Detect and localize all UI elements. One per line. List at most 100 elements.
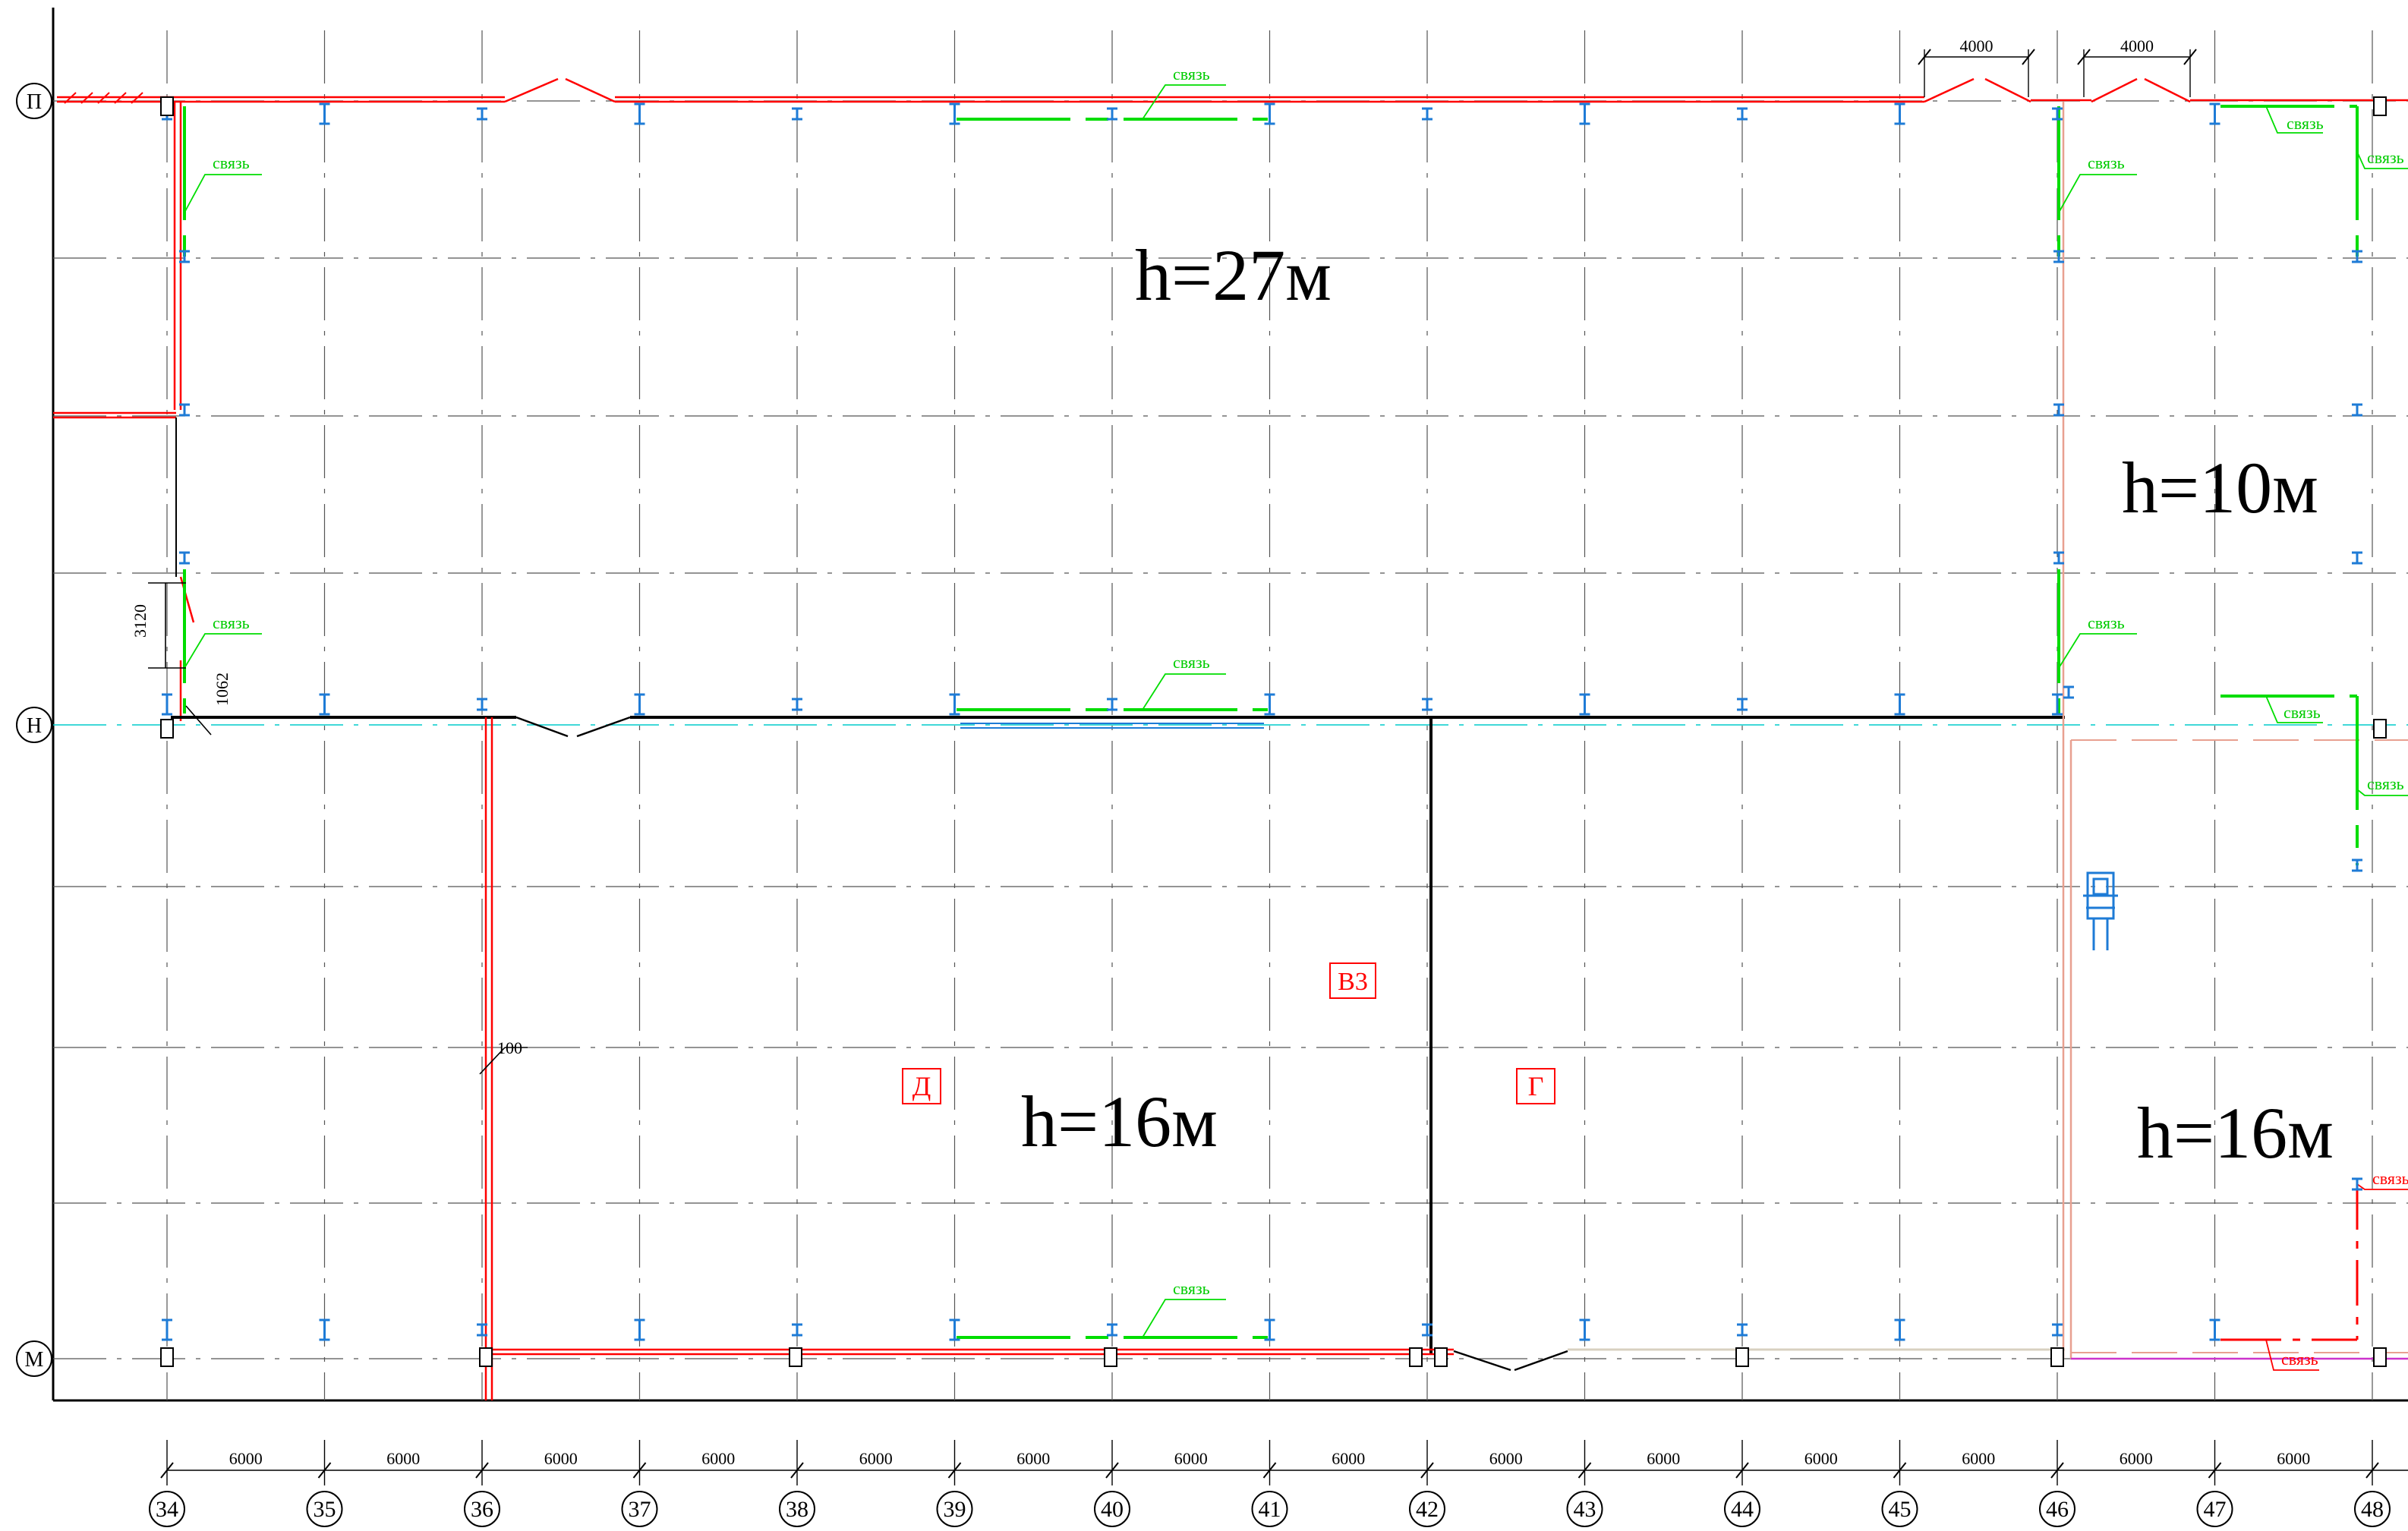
bracing-callout: связь <box>2088 613 2125 632</box>
wall-hatch <box>131 92 143 104</box>
zone-tags: Д В3 Г <box>902 962 1555 1104</box>
axis-label-46: 46 <box>2046 1497 2069 1522</box>
column-base <box>160 96 174 116</box>
axis-label-44: 44 <box>1731 1497 1754 1522</box>
wall-hatch <box>114 92 127 104</box>
bay-dimension-label: 6000 <box>859 1449 893 1468</box>
door-swing <box>515 716 569 738</box>
bracing-callout: связь <box>1173 653 1210 672</box>
wall-hatch <box>80 92 93 104</box>
zone-labels: h=27м h=10м h=16м h=16м <box>1021 235 2334 1173</box>
column-base <box>2373 719 2387 739</box>
axis-bubble <box>1881 1491 1918 1527</box>
dimension-tick <box>2077 49 2091 65</box>
bay-dimension-label: 6000 <box>701 1449 735 1468</box>
zone-height-h10: h=10м <box>2122 447 2318 528</box>
column-base <box>160 719 174 739</box>
callout-leader <box>184 174 262 213</box>
zone-height-h16-left: h=16м <box>1021 1081 1218 1162</box>
dimension-tick <box>2183 49 2197 65</box>
door-swing <box>179 576 195 623</box>
column-base <box>1104 1347 1117 1367</box>
axis-label-row-m: М <box>25 1348 44 1372</box>
bracing-callouts: связь связь связь связь связь связь связ… <box>213 65 2408 1369</box>
dimension-label-100: 100 <box>497 1038 522 1057</box>
bracing-callout: связь <box>213 613 250 632</box>
column-base <box>789 1347 802 1367</box>
axis-bubble <box>306 1491 343 1527</box>
wall-hatch <box>64 92 77 104</box>
dimension-label-4000: 4000 <box>2120 36 2154 55</box>
axis-bubble <box>936 1491 973 1527</box>
bracing-callout: связь <box>2367 148 2404 167</box>
bay-dimension-label: 6000 <box>1016 1449 1050 1468</box>
zone-height-h16-right: h=16м <box>2137 1092 2334 1173</box>
bay-dimension-label: 6000 <box>2277 1449 2310 1468</box>
callout-leader <box>1142 1299 1226 1338</box>
zone-tag-v3: В3 <box>1338 968 1368 996</box>
zone-tag-g: Г <box>1528 1071 1544 1101</box>
callout-leader <box>184 633 262 669</box>
axis-bubble <box>149 1491 185 1527</box>
door-swing <box>504 77 559 103</box>
bracing-callout: связь <box>2287 114 2324 133</box>
column-base <box>1434 1347 1448 1367</box>
drawing-frame <box>52 8 2408 1402</box>
callout-leader <box>1142 84 1226 120</box>
callout-leader <box>1142 673 1226 710</box>
axis-label-34: 34 <box>156 1497 178 1522</box>
door-swing <box>1984 77 2031 103</box>
callout-leader <box>2265 695 2323 723</box>
dimension-line <box>185 705 212 736</box>
zone-tag-v3-box <box>1329 962 1376 999</box>
dimension-tick <box>2022 49 2035 65</box>
callout-leader <box>2058 174 2137 213</box>
callout-leader <box>2058 633 2137 669</box>
axis-bubble <box>1409 1491 1445 1527</box>
callout-leader <box>2356 151 2408 169</box>
column-base <box>1735 1347 1749 1367</box>
column-base <box>479 1347 493 1367</box>
bay-dimension-label: 6000 <box>1962 1449 1995 1468</box>
axis-label-36: 36 <box>471 1497 493 1522</box>
zone-tag-d: Д <box>912 1071 931 1101</box>
axis-bubble <box>2039 1491 2075 1527</box>
axis-bubble <box>1724 1491 1760 1527</box>
bracing-callout: связь <box>1173 1279 1210 1298</box>
dimension-label-1062: 1062 <box>213 673 232 706</box>
dimension-label-3120: 3120 <box>131 604 150 638</box>
grid-lines <box>53 30 2408 1400</box>
axis-bubble <box>621 1491 658 1527</box>
callout-leader <box>2265 1339 2319 1371</box>
column-base <box>2373 96 2387 116</box>
axis-label-row-p: П <box>27 90 42 114</box>
bracing-lines <box>183 84 2408 1371</box>
axis-label-39: 39 <box>944 1497 966 1522</box>
axis-label-35: 35 <box>314 1497 336 1522</box>
axis-bubble <box>464 1491 500 1527</box>
axis-bubbles: 34 35 36 37 38 39 40 41 42 43 44 45 46 47 48 П Н М <box>16 83 2391 1527</box>
zone-tag-d-box <box>902 1068 941 1104</box>
dimension-label-4000: 4000 <box>1960 36 1994 55</box>
axis-bubble <box>16 707 52 743</box>
bay-dimension-label: 6000 <box>1804 1449 1838 1468</box>
equipment-symbol <box>2083 871 2118 950</box>
axis-bubble <box>1094 1491 1130 1527</box>
axis-bubble <box>1566 1491 1603 1527</box>
column-base <box>160 1347 174 1367</box>
zone-tag-g-box <box>1516 1068 1555 1104</box>
axis-bubble <box>779 1491 815 1527</box>
dimension-tick <box>1918 49 1931 65</box>
bracing-callout: связь <box>1173 65 1210 83</box>
zone-height-h27: h=27м <box>1135 235 1332 316</box>
axis-label-row-n: Н <box>27 714 42 738</box>
bay-dimension-label: 6000 <box>2120 1449 2153 1468</box>
axis-label-41: 41 <box>1259 1497 1281 1522</box>
door-swing <box>1453 1350 1511 1372</box>
bay-dimension-label: 6000 <box>544 1449 578 1468</box>
column-base <box>2050 1347 2064 1367</box>
column-base <box>2373 1347 2387 1367</box>
bracing-callout: связь <box>2088 153 2125 172</box>
bay-dimension-label: 6000 <box>1332 1449 1365 1468</box>
bay-dimension-label: 6000 <box>1174 1449 1208 1468</box>
